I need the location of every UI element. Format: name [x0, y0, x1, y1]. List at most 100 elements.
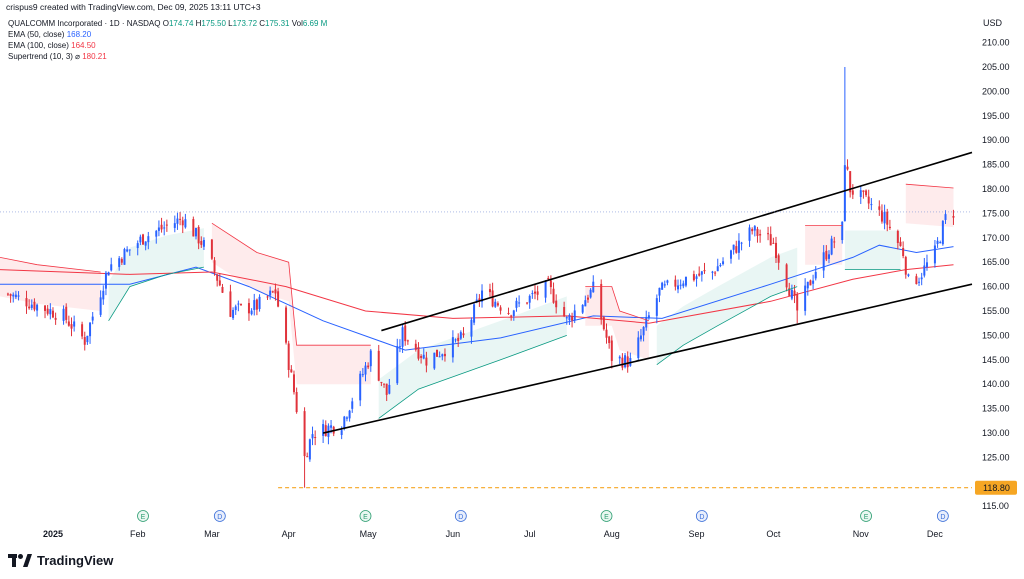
- candle-body: [462, 333, 465, 336]
- candle-body: [102, 290, 105, 300]
- candle-body: [772, 242, 775, 244]
- candle-body: [732, 244, 735, 250]
- ohlc-key: Vol: [289, 19, 303, 28]
- candle-body: [155, 230, 158, 237]
- earnings-event-icon[interactable]: E: [359, 510, 372, 522]
- ohlc-item: O174.74: [163, 19, 194, 28]
- ema100-line: [0, 264, 954, 324]
- candle-body: [515, 300, 518, 308]
- candle-body: [568, 314, 571, 321]
- candle-body: [218, 280, 221, 286]
- candle-body: [136, 243, 139, 249]
- time-axis[interactable]: 2025 Feb Mar Apr May Jun Jul Aug Sep Oct Nov Dec: [43, 529, 943, 539]
- eye-off-icon[interactable]: ⌀: [75, 52, 80, 61]
- earnings-marker: [359, 510, 372, 522]
- legend-supertrend-row[interactable]: Supertrend (10, 3) ⌀ 180.21: [8, 51, 327, 62]
- earnings-event-icon[interactable]: E: [600, 510, 613, 522]
- dividend-event-icon[interactable]: D: [454, 510, 467, 522]
- candle-body: [753, 226, 756, 231]
- candle-body: [510, 315, 513, 317]
- candle-body: [285, 307, 288, 343]
- candle-body: [83, 337, 86, 345]
- legend-ema50-row[interactable]: EMA (50, close) 168.20: [8, 29, 327, 40]
- ema100-label: EMA (100, close): [8, 41, 69, 50]
- candle-body: [229, 291, 232, 317]
- candle-body: [401, 327, 404, 347]
- candle-body: [417, 346, 420, 359]
- candle-body: [888, 226, 891, 229]
- candle-body: [586, 297, 589, 300]
- y-tick-label: 155.00: [982, 306, 1010, 316]
- candle-body: [878, 206, 881, 210]
- x-tick-label: Feb: [130, 529, 146, 539]
- candle-body: [414, 343, 417, 350]
- candle-body: [711, 271, 714, 273]
- earnings-event-icon[interactable]: E: [137, 510, 149, 522]
- dividend-event-icon[interactable]: D: [213, 510, 226, 522]
- event-letter: E: [363, 514, 368, 521]
- candle-body: [684, 276, 687, 286]
- channel-upper-line[interactable]: [381, 151, 973, 332]
- y-tick-label: 135.00: [982, 404, 1010, 414]
- candle-body: [936, 240, 939, 244]
- candle-body: [647, 315, 650, 319]
- symbol-title[interactable]: QUALCOMM Incorporated · 1D · NASDAQ: [8, 19, 161, 28]
- candle-body: [825, 250, 828, 260]
- candle-body: [952, 216, 955, 218]
- dividend-event-icon[interactable]: D: [695, 510, 708, 522]
- candle-body: [880, 210, 883, 222]
- candle-body: [213, 260, 216, 272]
- candle-body: [194, 227, 197, 237]
- candle-body: [886, 211, 889, 225]
- ema-layer: [0, 244, 954, 351]
- candle-body: [179, 218, 182, 220]
- candle-body: [759, 234, 762, 236]
- dividend-event-icon[interactable]: D: [936, 510, 949, 522]
- candle-body: [324, 425, 327, 437]
- candle-body: [584, 300, 587, 307]
- candle-body: [51, 310, 54, 318]
- candle-body: [176, 218, 179, 224]
- candle-body: [804, 285, 807, 311]
- candle-body: [163, 227, 166, 229]
- candle-body: [364, 365, 367, 375]
- candle-body: [322, 424, 325, 436]
- candle-body: [73, 321, 76, 327]
- candle-body: [237, 303, 240, 305]
- candle-body: [547, 277, 550, 280]
- candle-body: [933, 245, 936, 264]
- candle-body: [496, 303, 499, 306]
- channel-lower-line[interactable]: [322, 283, 973, 434]
- price-axis[interactable]: USD 210.00 205.00 200.00 195.00 190.00 185.00 1…: [975, 18, 1017, 511]
- candle-body: [581, 305, 584, 313]
- y-tick-label: 210.00: [982, 38, 1010, 48]
- candle-body: [639, 335, 642, 340]
- supertrend-fill: [378, 296, 567, 419]
- supertrend-down-line: [0, 257, 101, 273]
- candle-body: [104, 272, 107, 289]
- candle-body: [703, 270, 706, 272]
- candle-body: [637, 337, 640, 359]
- candle-body: [624, 355, 627, 368]
- event-letter: E: [141, 514, 146, 521]
- supertrend-up-line: [108, 266, 204, 322]
- candle-body: [311, 434, 314, 439]
- tradingview-logo[interactable]: TradingView: [8, 553, 113, 568]
- candle-body: [330, 425, 333, 428]
- candle-body: [459, 332, 462, 339]
- earnings-event-icon[interactable]: E: [860, 510, 872, 522]
- x-tick-label: Nov: [853, 529, 870, 539]
- candle-body: [841, 221, 844, 241]
- legend-ema100-row[interactable]: EMA (100, close) 164.50: [8, 40, 327, 51]
- candle-body: [737, 240, 740, 253]
- dividend-marker: [936, 510, 949, 522]
- candle-body: [184, 219, 187, 228]
- y-tick-label: 175.00: [982, 208, 1010, 218]
- candle-body: [422, 354, 425, 359]
- candle-body: [110, 264, 113, 271]
- candle-body: [253, 300, 256, 310]
- candle-body: [142, 234, 145, 245]
- ohlc-value: 174.74: [168, 19, 194, 28]
